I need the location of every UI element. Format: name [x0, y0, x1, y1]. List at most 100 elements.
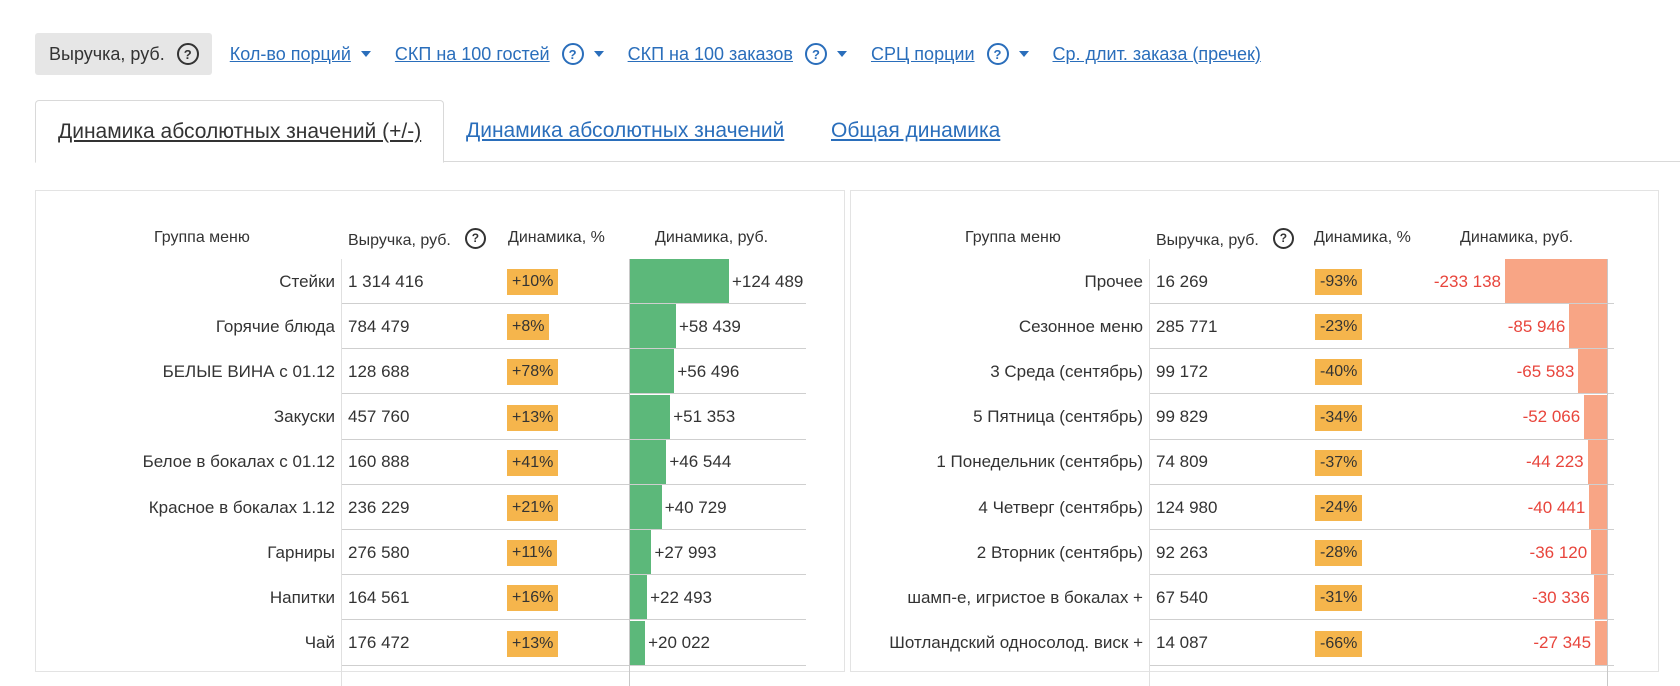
metric-label: Выручка, руб.	[49, 43, 165, 64]
row-divider	[1149, 483, 1614, 485]
pct-badge: +10%	[507, 269, 559, 295]
row-divider	[341, 303, 806, 304]
row-divider	[1149, 529, 1614, 530]
dynamics-bar	[1587, 439, 1607, 485]
dynamics-bar	[629, 439, 667, 485]
revenue-value: 99 829	[1156, 407, 1208, 427]
revenue-value: 128 688	[348, 361, 410, 381]
table-row: 2 Вторник (сентябрь) 92 263 -28% -36 120	[851, 530, 1658, 576]
tab-2[interactable]: Общая динамика	[831, 118, 1001, 142]
dynamics-bar	[1595, 620, 1607, 666]
row-divider	[1149, 303, 1614, 304]
help-icon[interactable]: ?	[464, 227, 486, 249]
metric-label: Ср. длит. заказа (пречек)	[1052, 43, 1261, 64]
table-row: Горячие блюда 784 479 +8% +58 439	[36, 304, 844, 350]
column-header-abs: Динамика, руб.	[655, 229, 768, 247]
dynamics-label: -52 066	[1522, 407, 1581, 427]
revenue-value: 784 479	[348, 316, 410, 336]
dynamics-label: +58 439	[678, 316, 741, 336]
help-icon[interactable]: ?	[176, 43, 199, 65]
revenue-value: 236 229	[348, 497, 410, 517]
help-icon[interactable]: ?	[986, 43, 1009, 65]
chevron-down-icon[interactable]	[593, 51, 604, 57]
dynamics-bar	[629, 620, 646, 666]
row-divider	[341, 483, 806, 485]
dynamics-bar	[629, 259, 729, 304]
metric-button-0[interactable]: Выручка, руб.?	[35, 33, 212, 75]
revenue-value: 99 172	[1156, 361, 1208, 381]
dynamics-label: -36 120	[1529, 542, 1588, 562]
group-name: 5 Пятница (сентябрь)	[973, 407, 1143, 427]
revenue-value: 16 269	[1156, 271, 1208, 291]
row-divider	[341, 438, 806, 440]
help-icon[interactable]: ?	[1272, 227, 1294, 249]
metric-button-2[interactable]: СКП на 100 гостей ?	[383, 33, 616, 75]
dynamics-label: +51 353	[673, 407, 736, 427]
dynamics-bar	[1591, 530, 1607, 576]
dynamics-label: -85 946	[1507, 316, 1566, 336]
column-separator	[1149, 259, 1150, 686]
revenue-value: 164 561	[348, 587, 410, 607]
group-name: шамп-е, игристое в бокалах +	[907, 587, 1143, 607]
dynamics-label: +124 489	[732, 271, 804, 291]
chart-axis	[629, 259, 630, 686]
negative-dynamics-panel: Группа меню Выручка, руб.? Динамика, % Дина…	[850, 190, 1659, 686]
chevron-down-icon[interactable]	[836, 51, 847, 57]
row-divider	[341, 529, 806, 530]
help-icon[interactable]: ?	[804, 43, 827, 65]
column-header-revenue: Выручка, руб.?	[348, 226, 486, 250]
pct-badge: -37%	[1315, 449, 1363, 476]
column-header-pct: Динамика, %	[508, 229, 605, 247]
pct-badge: -23%	[1315, 314, 1363, 341]
dynamics-bar	[629, 575, 648, 621]
table-row: Гарниры 276 580 +11% +27 993	[36, 530, 844, 576]
pct-badge: -28%	[1315, 540, 1363, 567]
group-name: БЕЛЫЕ ВИНА с 01.12	[162, 361, 335, 381]
group-name: Напитки	[269, 587, 335, 607]
pct-badge: -31%	[1315, 585, 1363, 612]
pct-badge: -40%	[1315, 359, 1363, 386]
metric-button-5[interactable]: Ср. длит. заказа (пречек)	[1041, 33, 1273, 75]
pct-badge: +13%	[507, 630, 559, 657]
column-header-label: Динамика, %	[1314, 229, 1411, 246]
group-name: Стейки	[279, 271, 335, 291]
row-divider	[1149, 574, 1614, 576]
revenue-value: 1 314 416	[348, 271, 424, 291]
revenue-value: 160 888	[348, 452, 410, 472]
metric-button-3[interactable]: СКП на 100 заказов ?	[616, 33, 859, 75]
column-header-group: Группа меню	[965, 229, 1061, 247]
dynamics-label: +40 729	[664, 497, 727, 517]
pct-badge: -34%	[1315, 404, 1363, 431]
metric-button-4[interactable]: СРЦ порции ?	[859, 33, 1041, 75]
row-divider	[1149, 348, 1614, 350]
tab-1[interactable]: Динамика абсолютных значений	[466, 118, 785, 142]
table-row: 3 Среда (сентябрь) 99 172 -40% -65 583	[851, 349, 1658, 395]
column-header-label: Выручка, руб.	[348, 232, 451, 249]
row-divider	[1149, 619, 1614, 621]
metric-button-1[interactable]: Кол-во порций	[218, 33, 383, 75]
column-header-group: Группа меню	[154, 229, 250, 247]
dynamics-label: +20 022	[648, 633, 711, 653]
table-row: Чай 176 472 +13% +20 022	[36, 620, 844, 666]
group-name: Горячие блюда	[215, 316, 335, 336]
group-name: Чай	[304, 633, 335, 653]
help-icon[interactable]: ?	[561, 43, 584, 65]
group-name: Закуски	[273, 407, 335, 427]
revenue-value: 92 263	[1156, 542, 1208, 562]
chevron-down-icon[interactable]	[360, 51, 371, 57]
group-name: Шотландский односолод. виск +	[889, 633, 1143, 653]
dynamics-bar	[1569, 304, 1607, 350]
column-header-label: Группа меню	[965, 229, 1061, 246]
tab-0[interactable]: Динамика абсолютных значений (+/-)	[35, 100, 445, 163]
column-header-label: Группа меню	[154, 229, 250, 246]
revenue-value: 67 540	[1156, 587, 1208, 607]
metric-label: СРЦ порции	[870, 43, 975, 64]
chevron-down-icon[interactable]	[1018, 51, 1029, 57]
row-divider	[341, 664, 806, 666]
table-row: Напитки 164 561 +16% +22 493	[36, 575, 844, 621]
group-name: 3 Среда (сентябрь)	[990, 361, 1143, 381]
metric-label: СКП на 100 заказов	[627, 43, 793, 64]
dynamics-label: -44 223	[1525, 452, 1584, 472]
group-name: Красное в бокалах 1.12	[148, 497, 335, 517]
metric-selector: Выручка, руб.? Кол-во порций СКП на 100 го…	[35, 33, 1273, 75]
